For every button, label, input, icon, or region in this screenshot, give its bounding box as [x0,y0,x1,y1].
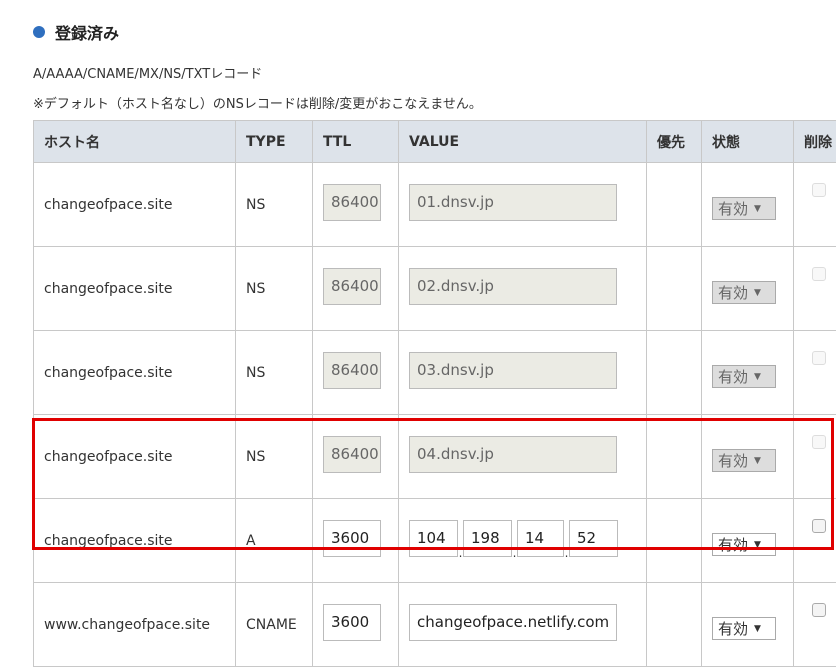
value-input: 03.dnsv.jp [409,352,617,389]
delete-checkbox [812,351,826,365]
header-host: ホスト名 [34,121,236,163]
ns-note: ※デフォルト（ホスト名なし）のNSレコードは削除/変更がおこなえません。 [33,93,482,112]
value-input: 01.dnsv.jp [409,184,617,221]
section-title: 登録済み [33,20,119,44]
host-cell: changeofpace.site [34,331,236,415]
status-value: 有効 [718,368,748,386]
dropdown-arrow-icon: ▼ [754,624,761,634]
dns-records-table: ホスト名 TYPE TTL VALUE 優先 状態 削除 changeofpac… [33,120,836,667]
priority-cell [647,583,702,667]
header-value: VALUE [399,121,647,163]
header-status: 状態 [702,121,794,163]
host-cell: changeofpace.site [34,247,236,331]
header-delete: 削除 [794,121,836,163]
header-type: TYPE [236,121,313,163]
priority-cell [647,247,702,331]
table-row: www.changeofpace.site CNAME 3600 changeo… [34,583,836,667]
table-header: ホスト名 TYPE TTL VALUE 優先 状態 削除 [34,121,836,163]
record-types-label: A/AAAA/CNAME/MX/NS/TXTレコード [33,63,262,82]
status-value: 有効 [718,284,748,302]
header-priority: 優先 [647,121,702,163]
dropdown-arrow-icon: ▼ [754,204,761,214]
type-cell: NS [236,247,313,331]
host-cell: www.changeofpace.site [34,583,236,667]
type-cell: NS [236,331,313,415]
ttl-input: 86400 [323,352,381,389]
highlight-box [32,418,834,550]
value-input[interactable]: changeofpace.netlify.com [409,604,617,641]
table-row: changeofpace.site NS 86400 01.dnsv.jp 有効… [34,163,836,247]
priority-cell [647,331,702,415]
priority-cell [647,163,702,247]
ttl-input[interactable]: 3600 [323,604,381,641]
type-cell: CNAME [236,583,313,667]
header-ttl: TTL [313,121,399,163]
bullet-icon [33,26,45,38]
status-select: 有効 ▼ [712,281,776,304]
dropdown-arrow-icon: ▼ [754,288,761,298]
host-cell: changeofpace.site [34,163,236,247]
status-select: 有効 ▼ [712,197,776,220]
ttl-input: 86400 [323,268,381,305]
section-title-text: 登録済み [55,20,119,44]
status-select: 有効 ▼ [712,365,776,388]
table-row: changeofpace.site NS 86400 02.dnsv.jp 有効… [34,247,836,331]
delete-checkbox[interactable] [812,603,826,617]
status-select[interactable]: 有効 ▼ [712,617,776,640]
value-input: 02.dnsv.jp [409,268,617,305]
dropdown-arrow-icon: ▼ [754,372,761,382]
status-value: 有効 [718,200,748,218]
type-cell: NS [236,163,313,247]
delete-checkbox [812,267,826,281]
delete-checkbox [812,183,826,197]
status-value: 有効 [718,620,748,638]
table-row: changeofpace.site NS 86400 03.dnsv.jp 有効… [34,331,836,415]
ttl-input: 86400 [323,184,381,221]
